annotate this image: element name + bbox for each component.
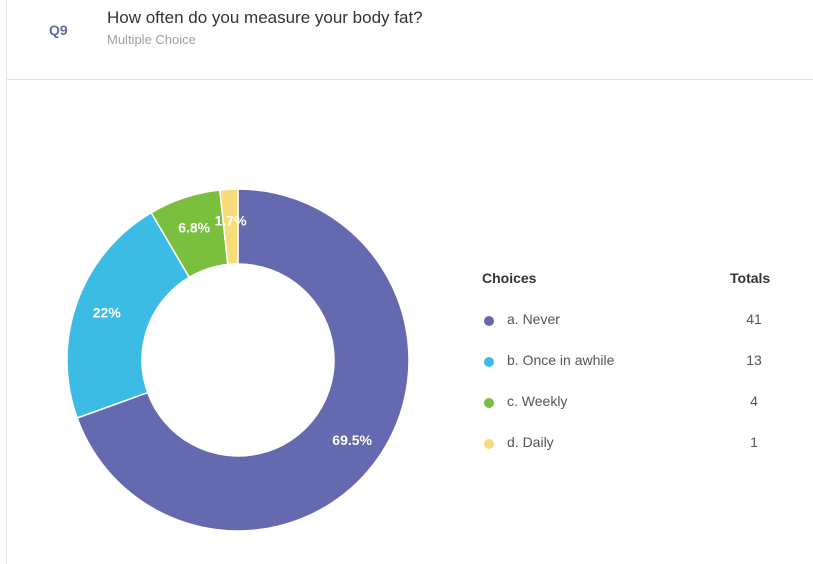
legend-label: d. Daily — [507, 434, 554, 450]
donut-slices — [66, 188, 410, 532]
donut-labels: 69.5% 22% 6.8% 1.7% — [93, 213, 373, 448]
legend-row-daily[interactable]: d. Daily 1 — [482, 413, 782, 454]
legend-dot — [484, 398, 494, 408]
legend-row-once-in-awhile[interactable]: b. Once in awhile 13 — [482, 331, 782, 372]
slice-label-weekly: 6.8% — [178, 220, 210, 236]
legend-table: Choices Totals a. Never 41 b. Once in aw… — [482, 270, 782, 454]
legend-header: Choices Totals — [482, 270, 782, 290]
legend-dot — [484, 316, 494, 326]
legend-total: 41 — [746, 311, 762, 327]
question-title: How often do you measure your body fat? — [107, 8, 423, 27]
slice-label-daily: 1.7% — [215, 213, 247, 229]
legend-label: b. Once in awhile — [507, 352, 615, 368]
legend-label: a. Never — [507, 311, 560, 327]
legend-label: c. Weekly — [507, 393, 568, 409]
legend-total: 4 — [750, 393, 758, 409]
slice-label-once-in-awhile: 22% — [93, 305, 122, 321]
choices-header: Choices — [482, 270, 537, 286]
legend-total: 1 — [750, 434, 758, 450]
question-number: Q9 — [49, 22, 68, 38]
slice-never[interactable] — [76, 188, 410, 532]
legend-dot — [484, 357, 494, 367]
question-card: Q9 How often do you measure your body fa… — [6, 0, 813, 564]
legend-row-weekly[interactable]: c. Weekly 4 — [482, 372, 782, 413]
legend-row-never[interactable]: a. Never 41 — [482, 290, 782, 331]
slice-label-never: 69.5% — [332, 432, 372, 448]
slice-once-in-awhile[interactable] — [66, 211, 191, 419]
slice-daily[interactable] — [218, 188, 239, 266]
legend-dot — [484, 439, 494, 449]
totals-header: Totals — [730, 270, 771, 286]
legend-total: 13 — [746, 352, 762, 368]
question-type: Multiple Choice — [107, 32, 196, 47]
question-header: Q9 How often do you measure your body fa… — [7, 0, 813, 80]
